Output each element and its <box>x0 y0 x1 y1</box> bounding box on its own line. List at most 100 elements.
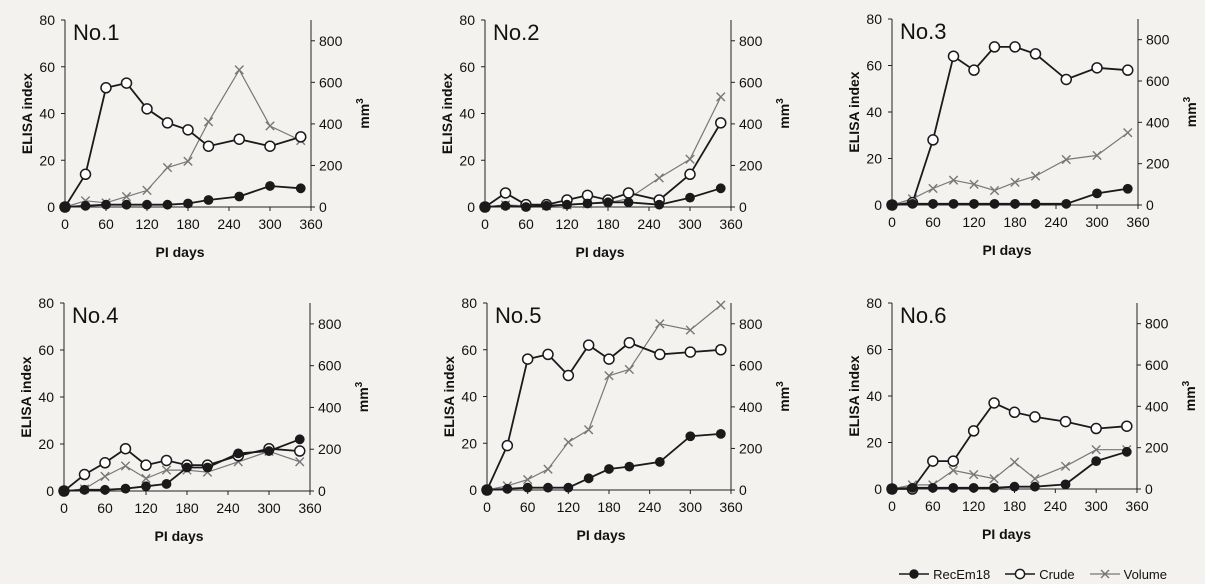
data-point-crude <box>78 468 91 481</box>
x-tick-label: 180 <box>176 216 200 232</box>
x-tick-label: 300 <box>258 216 282 232</box>
y-tick-label: 20 <box>461 435 477 451</box>
x-tick-label: 360 <box>1125 498 1149 514</box>
cross-stroke <box>969 179 979 190</box>
y-tick-label: 40 <box>459 106 475 122</box>
data-point-recem18 <box>563 482 574 493</box>
legend-item-crude: Crude <box>1004 567 1075 582</box>
cross-stroke <box>583 425 594 435</box>
y2-tick-label: 200 <box>739 440 763 456</box>
panel-title: No.3 <box>900 19 946 44</box>
data-point-crude <box>100 82 112 94</box>
series-line-recem18 <box>64 185 301 208</box>
data-point-volume <box>1030 473 1040 484</box>
data-point-recem18 <box>120 483 131 494</box>
data-point-volume <box>543 464 553 474</box>
x-tick-label: 240 <box>637 216 661 232</box>
y2-tick-label: 800 <box>1146 32 1170 48</box>
data-point-volume <box>1009 457 1020 467</box>
x-tick-label: 0 <box>61 216 69 232</box>
data-point-crude <box>684 346 697 358</box>
panel-title: No.6 <box>900 303 946 328</box>
data-point-crude <box>603 353 615 365</box>
data-point-recem18 <box>715 429 726 439</box>
data-point-recem18 <box>1061 198 1072 209</box>
data-point-crude <box>715 344 727 356</box>
data-point-volume <box>1061 154 1071 165</box>
data-point-recem18 <box>654 457 665 467</box>
cross-stroke <box>948 465 958 476</box>
series-line-recem18 <box>891 450 1128 490</box>
data-point-crude <box>1122 64 1134 76</box>
data-point-recem18 <box>502 483 513 494</box>
data-point-recem18 <box>264 446 274 456</box>
x-tick-label: 360 <box>298 500 322 516</box>
data-point-crude <box>1009 41 1021 53</box>
data-point-recem18 <box>141 481 151 492</box>
cross-stroke <box>203 117 214 127</box>
data-point-recem18 <box>1060 479 1071 490</box>
y2-axis-title: mm3 <box>354 381 371 412</box>
x-tick-label: 360 <box>719 499 743 515</box>
data-point-recem18 <box>482 485 492 495</box>
data-point-volume <box>948 465 958 476</box>
y-axis-title: ELISA index <box>846 355 862 436</box>
y2-tick-label: 400 <box>1146 114 1170 130</box>
x-tick-label: 120 <box>557 499 581 515</box>
y2-tick-label: 400 <box>739 399 763 415</box>
x-tick-label: 240 <box>216 500 240 516</box>
cross-stroke <box>948 175 959 185</box>
y2-tick-label: 600 <box>318 358 342 374</box>
data-point-crude <box>120 77 133 89</box>
panel-title: No.1 <box>73 20 119 45</box>
y-tick-label: 20 <box>866 435 882 451</box>
legend-label-volume: Volume <box>1123 566 1167 582</box>
x-axis-title: PI days <box>575 244 624 260</box>
data-point-recem18 <box>968 482 979 493</box>
data-point-recem18 <box>989 198 1000 209</box>
cross-stroke <box>968 469 979 480</box>
data-point-volume <box>989 473 999 484</box>
data-point-crude <box>521 353 534 365</box>
data-point-recem18 <box>623 197 634 208</box>
data-point-crude <box>1029 48 1042 60</box>
data-point-recem18 <box>233 448 244 459</box>
cross-stroke <box>1091 445 1101 455</box>
y2-tick-label: 400 <box>318 399 342 415</box>
data-point-crude <box>562 369 575 382</box>
cross-stroke <box>265 121 275 131</box>
y2-tick-label: 200 <box>319 157 343 173</box>
series-line-volume <box>486 304 722 491</box>
y2-tick-label: 0 <box>1146 197 1154 213</box>
y-axis-title: ELISA index <box>441 356 457 437</box>
data-point-recem18 <box>1030 481 1040 492</box>
data-point-crude <box>182 124 194 136</box>
cross-stroke <box>295 457 305 467</box>
data-point-volume <box>1030 171 1041 181</box>
y2-axis-title: mm3 <box>1181 380 1198 411</box>
data-point-recem18 <box>101 199 111 210</box>
data-point-crude <box>140 459 152 471</box>
data-point-volume <box>969 179 979 190</box>
y-tick-label: 20 <box>39 152 55 168</box>
data-point-volume <box>120 461 131 471</box>
x-tick-label: 180 <box>597 499 621 515</box>
chart-legend: RecEm18 Crude Volume <box>898 566 1167 582</box>
y2-tick-label: 600 <box>319 74 343 90</box>
data-point-recem18 <box>1091 456 1102 467</box>
series-line-crude <box>484 122 722 208</box>
cross-stroke <box>685 325 696 335</box>
y-tick-label: 40 <box>866 388 882 404</box>
data-point-volume <box>1010 177 1020 187</box>
data-point-crude <box>1091 62 1103 74</box>
data-point-recem18 <box>294 434 305 445</box>
data-point-recem18 <box>948 482 959 493</box>
legend-label-recem18: RecEm18 <box>933 566 991 582</box>
data-point-volume <box>1060 461 1071 471</box>
data-point-recem18 <box>604 464 614 474</box>
data-point-crude <box>968 64 980 76</box>
data-point-recem18 <box>907 482 918 493</box>
x-tick-label: 300 <box>257 500 281 516</box>
